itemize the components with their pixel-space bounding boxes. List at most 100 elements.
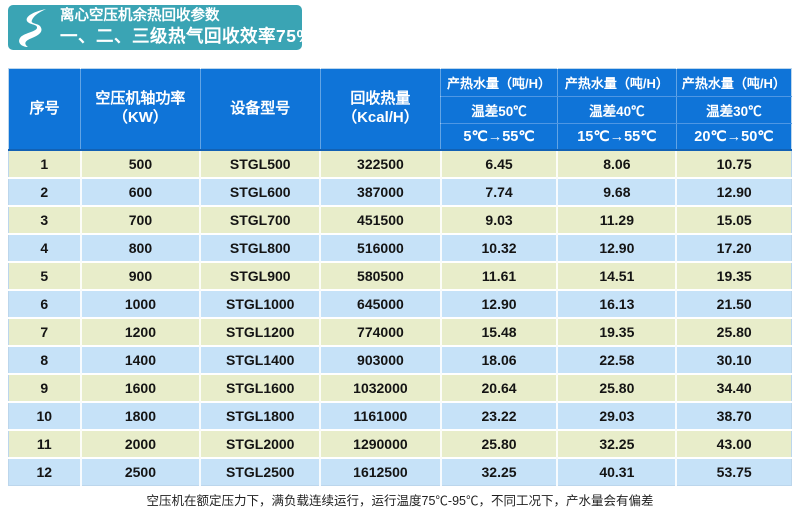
col-header-index: 序号 bbox=[8, 68, 82, 151]
table-row: 10 1800 STGL1800 1161000 23.22 29.03 38.70 bbox=[8, 401, 792, 430]
cell-water-30c: 25.80 bbox=[676, 317, 792, 346]
cell-heat-kcal-h: 645000 bbox=[320, 289, 442, 318]
table-row: 8 1400 STGL1400 903000 18.06 22.58 30.10 bbox=[8, 345, 792, 374]
cell-heat-kcal-h: 387000 bbox=[320, 177, 442, 206]
cell-model: STGL1800 bbox=[200, 401, 322, 430]
cell-index: 9 bbox=[8, 373, 82, 402]
cell-heat-kcal-h: 1032000 bbox=[320, 373, 442, 402]
cell-model: STGL1600 bbox=[200, 373, 322, 402]
cell-model: STGL1000 bbox=[200, 289, 322, 318]
cell-water-40c: 8.06 bbox=[557, 149, 678, 178]
cell-water-50c: 9.03 bbox=[440, 205, 559, 234]
cell-water-40c: 14.51 bbox=[557, 261, 678, 290]
cell-water-40c: 25.80 bbox=[557, 373, 678, 402]
table-row: 3 700 STGL700 451500 9.03 11.29 15.05 bbox=[8, 205, 792, 234]
table-body: 1 500 STGL500 322500 6.45 8.06 10.75 2 600 STGL60… bbox=[8, 149, 792, 486]
col-header-model: 设备型号 bbox=[200, 68, 321, 151]
cell-shaft-power-kw: 1200 bbox=[80, 317, 202, 346]
cell-water-40c: 16.13 bbox=[557, 289, 678, 318]
s-swoosh-icon bbox=[19, 8, 46, 47]
cell-heat-kcal-h: 1161000 bbox=[320, 401, 442, 430]
col-header-water-50: 产热水量（吨/H） bbox=[440, 68, 558, 97]
cell-water-30c: 17.20 bbox=[676, 233, 792, 262]
footer-note: 空压机在额定压力下，满负载连续运行，运行温度75℃-95℃，不同工况下，产水量会… bbox=[146, 494, 654, 508]
table-row: 12 2500 STGL2500 1612500 32.25 40.31 53.75 bbox=[8, 457, 792, 486]
col-header-water-40: 产热水量（吨/H） bbox=[557, 68, 677, 97]
cell-model: STGL1400 bbox=[200, 345, 322, 374]
table-row: 9 1600 STGL1600 1032000 20.64 25.80 34.40 bbox=[8, 373, 792, 402]
brand-badge: 离心空压机余热回收参数 一、二、三级热气回收效率75% bbox=[8, 5, 312, 50]
cell-water-30c: 21.50 bbox=[676, 289, 792, 318]
col-header-heat: 回收热量 （Kcal/H） bbox=[320, 68, 442, 151]
cell-water-50c: 6.45 bbox=[440, 149, 559, 178]
cell-index: 6 bbox=[8, 289, 82, 318]
cell-water-50c: 25.80 bbox=[440, 429, 559, 458]
cell-water-30c: 53.75 bbox=[676, 457, 792, 486]
cell-water-50c: 15.48 bbox=[440, 317, 559, 346]
cell-index: 1 bbox=[8, 149, 82, 178]
cell-water-30c: 38.70 bbox=[676, 401, 792, 430]
cell-water-50c: 7.74 bbox=[440, 177, 559, 206]
cell-water-30c: 19.35 bbox=[676, 261, 792, 290]
table-header: 序号 空压机轴功率 （KW） 设备型号 回收热量 （Kcal/H） 产热水量（吨… bbox=[8, 68, 792, 151]
cell-water-30c: 30.10 bbox=[676, 345, 792, 374]
cell-model: STGL900 bbox=[200, 261, 322, 290]
cell-shaft-power-kw: 1800 bbox=[80, 401, 202, 430]
cell-water-50c: 20.64 bbox=[440, 373, 559, 402]
table-row: 11 2000 STGL2000 1290000 25.80 32.25 43.00 bbox=[8, 429, 792, 458]
badge-title: 离心空压机余热回收参数 一、二、三级热气回收效率75% bbox=[60, 8, 313, 46]
col-header-water-30: 产热水量（吨/H） bbox=[676, 68, 792, 97]
cell-heat-kcal-h: 322500 bbox=[320, 149, 442, 178]
cell-shaft-power-kw: 1000 bbox=[80, 289, 202, 318]
table-row: 2 600 STGL600 387000 7.74 9.68 12.90 bbox=[8, 177, 792, 206]
cell-model: STGL2500 bbox=[200, 457, 322, 486]
cell-water-40c: 29.03 bbox=[557, 401, 678, 430]
cell-water-30c: 34.40 bbox=[676, 373, 792, 402]
cell-water-40c: 32.25 bbox=[557, 429, 678, 458]
cell-heat-kcal-h: 903000 bbox=[320, 345, 442, 374]
cell-water-30c: 43.00 bbox=[676, 429, 792, 458]
table-row: 1 500 STGL500 322500 6.45 8.06 10.75 bbox=[8, 149, 792, 178]
cell-water-40c: 19.35 bbox=[557, 317, 678, 346]
cell-water-50c: 32.25 bbox=[440, 457, 559, 486]
cell-water-50c: 11.61 bbox=[440, 261, 559, 290]
cell-index: 3 bbox=[8, 205, 82, 234]
cell-shaft-power-kw: 500 bbox=[80, 149, 202, 178]
cell-water-50c: 12.90 bbox=[440, 289, 559, 318]
cell-shaft-power-kw: 600 bbox=[80, 177, 202, 206]
subheader-tempdiff-50: 温差50℃ bbox=[440, 96, 558, 124]
cell-model: STGL1200 bbox=[200, 317, 322, 346]
cell-model: STGL500 bbox=[200, 149, 322, 178]
cell-shaft-power-kw: 2500 bbox=[80, 457, 202, 486]
cell-heat-kcal-h: 774000 bbox=[320, 317, 442, 346]
heat-recovery-table: 序号 空压机轴功率 （KW） 设备型号 回收热量 （Kcal/H） 产热水量（吨… bbox=[8, 68, 792, 486]
cell-index: 12 bbox=[8, 457, 82, 486]
subheader-range-40: 15℃→55℃ bbox=[557, 123, 677, 151]
cell-water-40c: 9.68 bbox=[557, 177, 678, 206]
cell-shaft-power-kw: 1400 bbox=[80, 345, 202, 374]
badge-title-line1: 离心空压机余热回收参数 bbox=[60, 8, 220, 25]
cell-water-40c: 40.31 bbox=[557, 457, 678, 486]
cell-shaft-power-kw: 1600 bbox=[80, 373, 202, 402]
table-row: 6 1000 STGL1000 645000 12.90 16.13 21.50 bbox=[8, 289, 792, 318]
cell-heat-kcal-h: 1612500 bbox=[320, 457, 442, 486]
cell-index: 7 bbox=[8, 317, 82, 346]
col-header-shaft-power: 空压机轴功率 （KW） bbox=[80, 68, 201, 151]
cell-index: 4 bbox=[8, 233, 82, 262]
cell-model: STGL800 bbox=[200, 233, 322, 262]
cell-heat-kcal-h: 516000 bbox=[320, 233, 442, 262]
cell-water-40c: 22.58 bbox=[557, 345, 678, 374]
cell-water-40c: 11.29 bbox=[557, 205, 678, 234]
cell-shaft-power-kw: 800 bbox=[80, 233, 202, 262]
badge-title-line2: 一、二、三级热气回收效率75% bbox=[60, 25, 313, 46]
cell-model: STGL2000 bbox=[200, 429, 322, 458]
subheader-tempdiff-30: 温差30℃ bbox=[676, 96, 792, 124]
cell-water-40c: 12.90 bbox=[557, 233, 678, 262]
subheader-tempdiff-40: 温差40℃ bbox=[557, 96, 677, 124]
subheader-range-50: 5℃→55℃ bbox=[440, 123, 558, 151]
cell-water-30c: 12.90 bbox=[676, 177, 792, 206]
cell-index: 2 bbox=[8, 177, 82, 206]
table-row: 7 1200 STGL1200 774000 15.48 19.35 25.80 bbox=[8, 317, 792, 346]
cell-model: STGL700 bbox=[200, 205, 322, 234]
